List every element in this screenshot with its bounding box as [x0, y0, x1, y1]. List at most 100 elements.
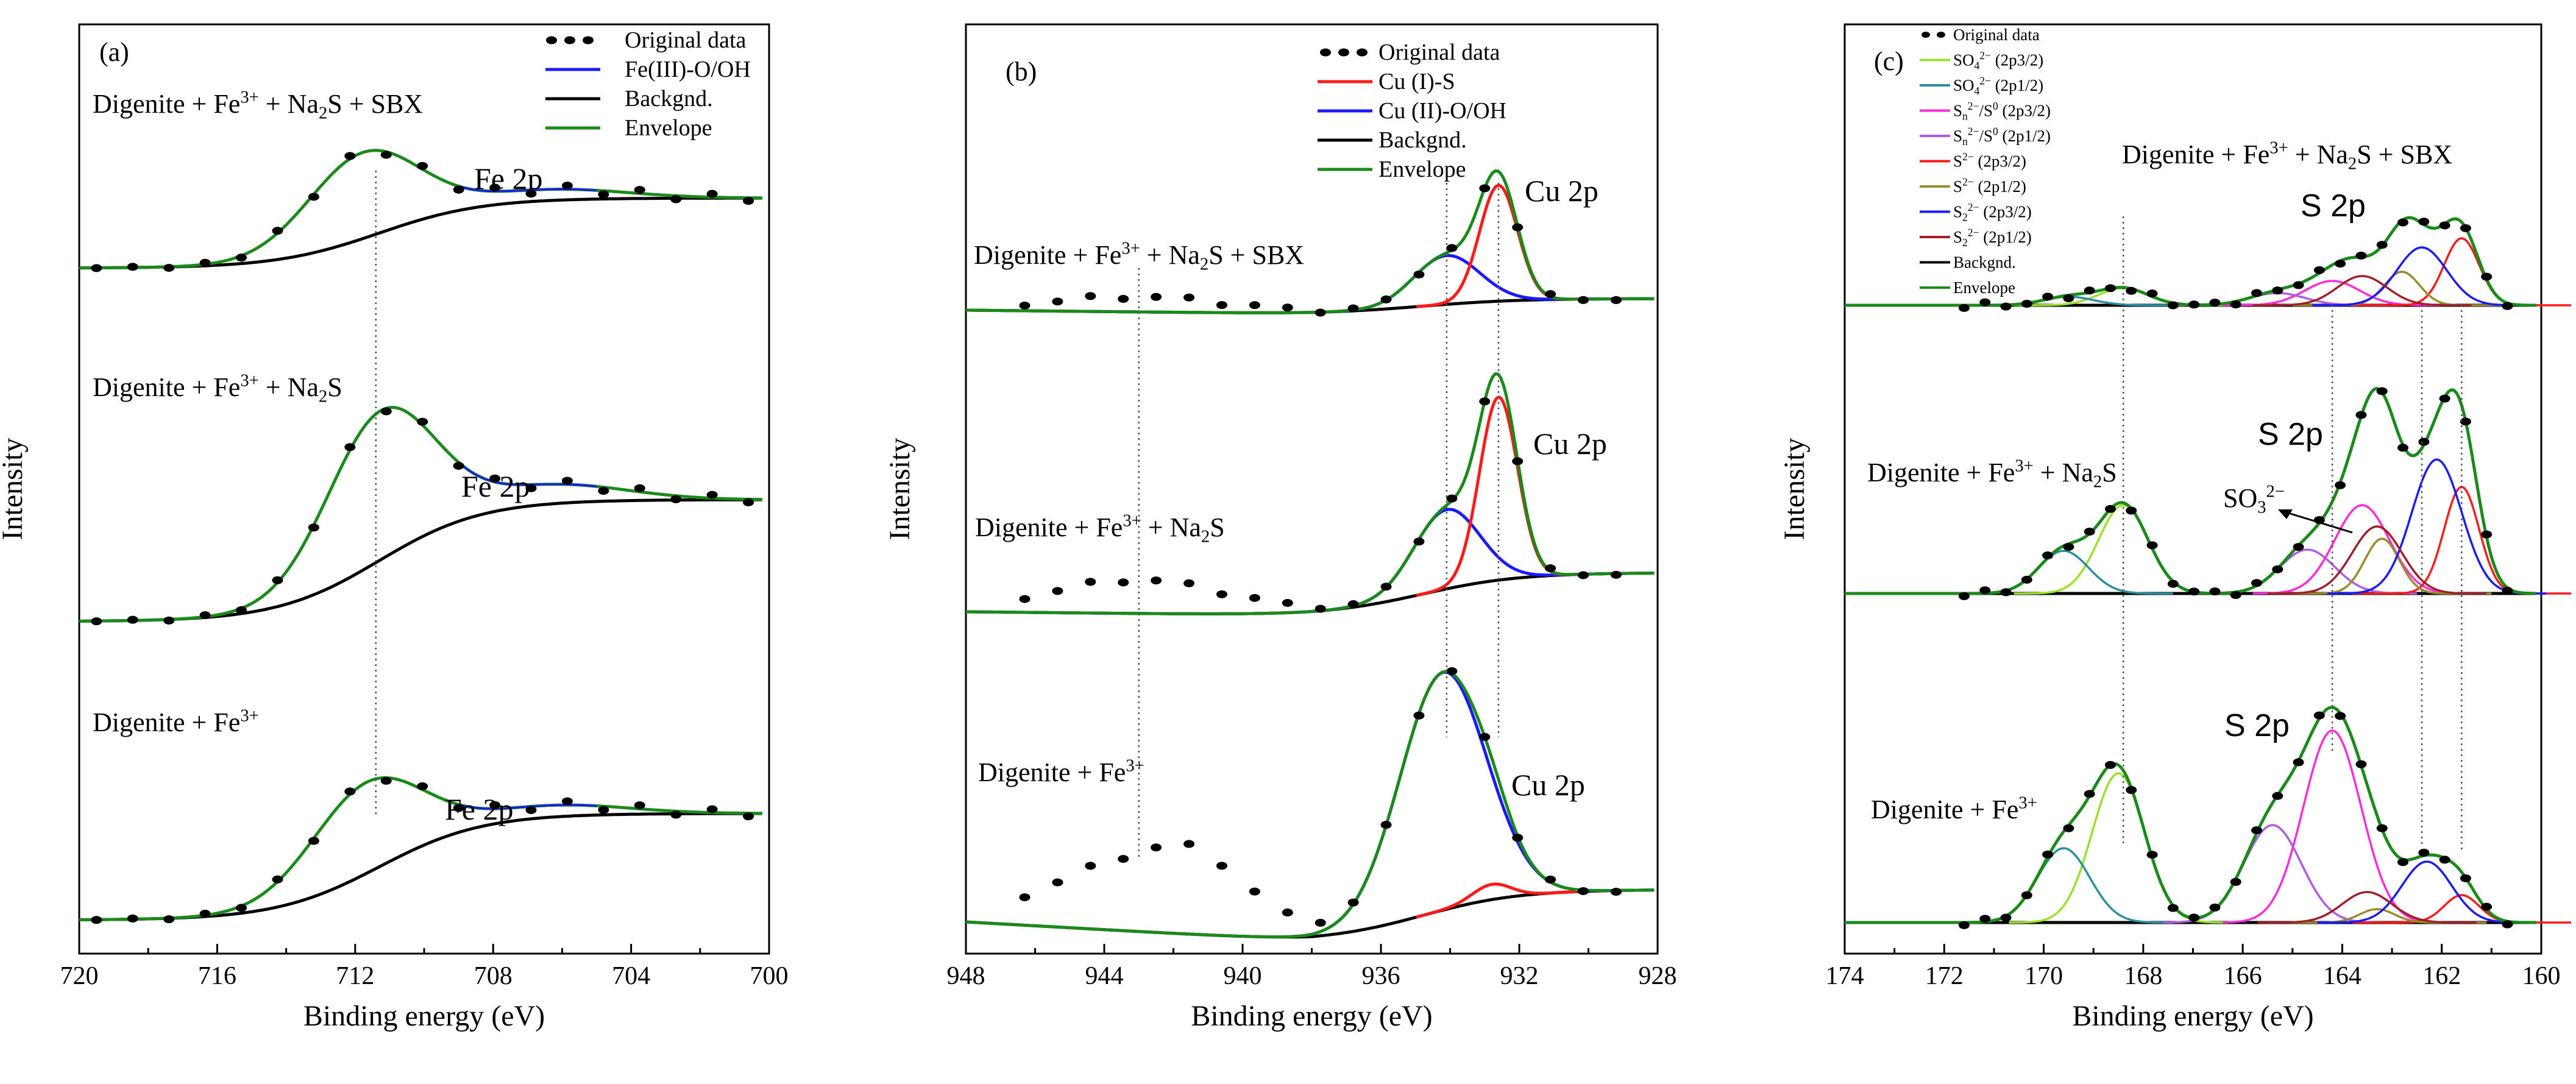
x-tick-label: 944 [1085, 962, 1124, 990]
original-data-point [2481, 530, 2493, 539]
original-data-point [272, 875, 283, 884]
legend-entry: Envelope [1378, 157, 1466, 182]
component-line [2009, 772, 2228, 924]
component-line [2252, 504, 2472, 595]
component-line [1954, 847, 2173, 924]
original-data-point [2376, 387, 2388, 395]
x-tick-label: 160 [2522, 962, 2561, 990]
original-data-point [91, 264, 102, 272]
legend-dot-icon [564, 36, 575, 44]
envelope-line [79, 776, 762, 921]
sample-label: Digenite + Fe3+ [1871, 793, 2037, 824]
original-data-point [2502, 920, 2513, 929]
original-data-point [706, 491, 718, 499]
original-data-point [2397, 218, 2409, 227]
original-data-point [598, 190, 609, 199]
original-data-point [1315, 308, 1326, 317]
original-data-point [2418, 218, 2430, 226]
legend: Original data Fe(III)-O/OH Backgnd. Envelop… [545, 27, 751, 141]
x-axis-label: Binding energy (eV) [303, 1000, 545, 1032]
background-line [79, 498, 762, 623]
original-data-point [706, 190, 718, 198]
original-data-point [2104, 284, 2116, 292]
original-data-point [1380, 583, 1392, 591]
original-data-point [2460, 417, 2471, 426]
component-line [2327, 458, 2547, 595]
x-tick-label: 174 [1826, 962, 1864, 990]
original-data-point [2439, 394, 2450, 403]
original-data-point [2397, 858, 2409, 866]
legend-dot-icon [1357, 48, 1368, 57]
original-data-point [743, 498, 754, 506]
component-line [2223, 729, 2442, 924]
peak-label: Cu 2p [1533, 427, 1607, 461]
original-data-point [1512, 457, 1524, 466]
sample-label: Digenite + Fe3+ [93, 706, 259, 737]
original-data-point [598, 487, 609, 495]
legend-entry: Backgnd. [1953, 253, 2016, 272]
original-data-point [1479, 397, 1491, 406]
original-data-point [670, 495, 682, 503]
original-data-point [2188, 587, 2200, 596]
x-tick-label: 168 [2124, 962, 2162, 990]
original-data-point [308, 837, 319, 845]
original-data-point [598, 806, 609, 814]
original-data-point [1610, 296, 1622, 305]
original-data-point [1151, 576, 1162, 585]
original-data-point [2063, 294, 2074, 302]
background-line [966, 572, 1655, 615]
original-data-point [2272, 792, 2283, 800]
x-tick-label: 928 [1639, 962, 1677, 990]
original-data-point [199, 258, 211, 267]
original-data-point [670, 195, 682, 204]
original-data-point [1151, 843, 1162, 852]
x-tick-label: 948 [947, 962, 985, 990]
legend: Original data Cu (I)-S Cu (II)-O/OH Backgnd… [1318, 40, 1506, 182]
original-data-point [1216, 862, 1227, 870]
original-data-point [417, 782, 428, 790]
original-data-point [1577, 571, 1589, 579]
original-data-point [489, 183, 501, 192]
x-tick-label: 700 [750, 962, 789, 990]
legend-entry: Original data [1953, 26, 2040, 44]
original-data-point [1151, 292, 1162, 301]
cu-i-component [1416, 882, 1578, 919]
fe-iii-component [458, 803, 597, 810]
original-data-point [2397, 444, 2409, 452]
original-data-point [2293, 543, 2304, 551]
background-line [79, 196, 762, 270]
peak-label: S 2p [2224, 708, 2290, 743]
x-tick-label: 936 [1362, 962, 1400, 990]
original-data-point [308, 523, 319, 532]
original-data-point [2042, 292, 2054, 301]
original-data-point [1413, 537, 1425, 546]
original-data-point [2209, 587, 2221, 596]
original-data-point [1413, 711, 1425, 720]
original-data-point [1446, 494, 1458, 503]
original-data-point [2335, 712, 2346, 720]
original-data-point [453, 185, 464, 194]
original-data-point [1479, 184, 1491, 193]
original-data-point [1347, 304, 1359, 313]
original-data-point [199, 611, 211, 620]
original-data-point [2084, 527, 2095, 536]
original-data-point [1118, 294, 1129, 303]
envelope-line [1845, 386, 2536, 595]
original-data-point [1216, 301, 1227, 310]
original-data-point [1610, 570, 1622, 579]
original-data-point [344, 787, 356, 796]
original-data-point [1979, 915, 1991, 923]
original-data-point [2418, 848, 2430, 857]
original-data-point [1019, 595, 1031, 603]
original-data-point [1183, 840, 1195, 848]
original-data-point [2460, 874, 2471, 882]
original-data-point [2000, 913, 2012, 922]
background-line [79, 812, 762, 921]
legend-dot-icon [1937, 32, 1945, 38]
original-data-point [525, 484, 537, 492]
legend-entry: SO42− (2p1/2) [1953, 75, 2043, 97]
original-data-point [2439, 856, 2450, 864]
legend-entry: Cu (I)-S [1378, 69, 1455, 94]
original-data-point [2021, 891, 2032, 899]
